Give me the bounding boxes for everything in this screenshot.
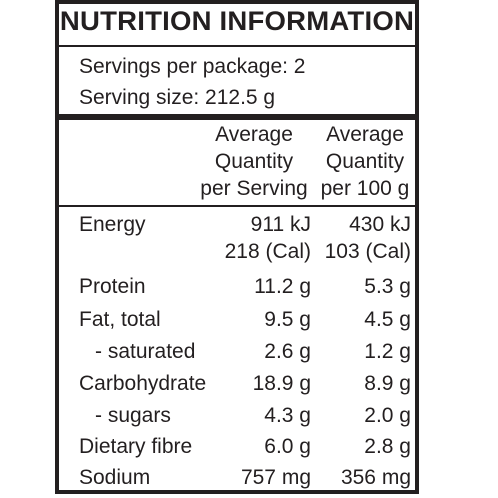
column-header-line: Average xyxy=(215,123,293,146)
value-per-100g: 2.8 g xyxy=(364,435,411,458)
value-per-100g: 356 mg xyxy=(340,466,411,489)
nutrient-label: Energy xyxy=(79,213,146,236)
nutrient-label: Fat, total xyxy=(79,308,161,331)
panel-title: NUTRITION INFORMATION xyxy=(59,6,415,36)
value-per-100g-cal: 103 (Cal) xyxy=(324,240,411,263)
value-per-100g: 430 kJ xyxy=(349,213,411,236)
value-per-serving: 18.9 g xyxy=(252,372,311,395)
value-per-100g: 1.2 g xyxy=(364,340,411,363)
thick-divider xyxy=(59,114,415,120)
value-per-serving: 911 kJ xyxy=(250,213,311,236)
value-per-100g: 2.0 g xyxy=(364,404,411,427)
title-divider xyxy=(59,45,415,47)
value-per-serving: 6.0 g xyxy=(264,435,311,458)
column-header-line: Quantity xyxy=(214,150,294,173)
value-per-serving: 757 mg xyxy=(240,466,311,489)
value-per-serving-cal: 218 (Cal) xyxy=(224,240,311,263)
value-per-100g: 8.9 g xyxy=(364,372,411,395)
column-header-per-100g: Average Quantity per 100 g xyxy=(315,121,415,202)
value-per-serving: 4.3 g xyxy=(264,404,311,427)
nutrient-label: - saturated xyxy=(95,340,196,363)
value-per-100g: 5.3 g xyxy=(364,275,411,298)
nutrient-label: - sugars xyxy=(95,404,171,427)
value-per-serving: 2.6 g xyxy=(264,340,311,363)
serving-size: Serving size: 212.5 g xyxy=(79,86,276,109)
servings-per-package: Servings per package: 2 xyxy=(79,55,306,78)
header-divider xyxy=(59,205,415,207)
column-header-line: Quantity xyxy=(325,150,405,173)
nutrient-label: Carbohydrate xyxy=(79,372,207,395)
column-header-line: per Serving xyxy=(200,177,308,200)
value-per-100g: 4.5 g xyxy=(364,308,411,331)
nutrition-panel: NUTRITION INFORMATION Servings per packa… xyxy=(55,0,419,494)
nutrient-label: Dietary fibre xyxy=(79,435,193,458)
nutrient-label: Sodium xyxy=(79,466,151,489)
nutrient-label: Protein xyxy=(79,275,146,298)
column-header-line: Average xyxy=(326,123,404,146)
column-header-per-serving: Average Quantity per Serving xyxy=(199,121,309,202)
value-per-serving: 9.5 g xyxy=(264,308,311,331)
column-header-line: per 100 g xyxy=(320,177,410,200)
value-per-serving: 11.2 g xyxy=(254,275,311,298)
